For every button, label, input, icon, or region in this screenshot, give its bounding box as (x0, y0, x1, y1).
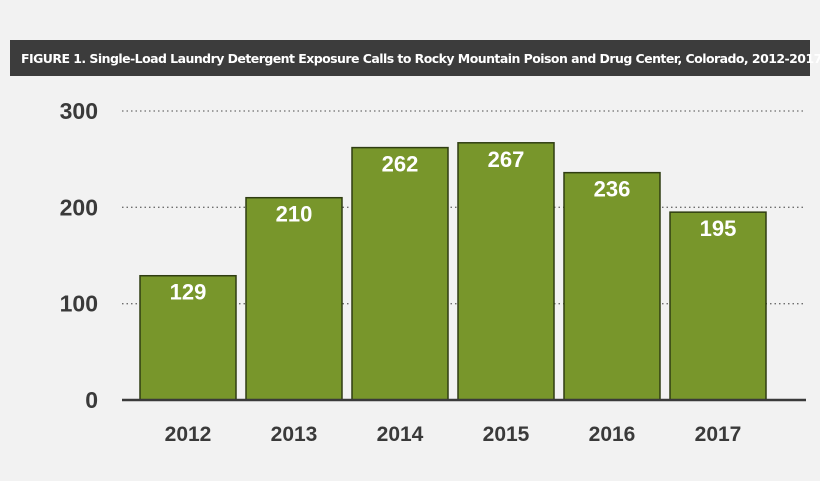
x-tick-label-2013: 2013 (271, 423, 318, 446)
bar-value-label-2017: 195 (700, 216, 737, 241)
x-tick-label-2015: 2015 (483, 423, 530, 446)
bar-2015 (457, 142, 555, 401)
bars (139, 142, 767, 401)
y-tick-label-300: 300 (60, 98, 98, 124)
x-tick-label-2012: 2012 (165, 423, 212, 446)
y-tick-label-0: 0 (85, 387, 98, 413)
bar-value-labels: 129 210 262 267 236 195 (170, 147, 737, 305)
bar-2014 (351, 146, 449, 401)
y-tick-label-100: 100 (60, 291, 98, 317)
x-tick-label-2016: 2016 (589, 423, 636, 446)
bar-2016 (563, 171, 661, 401)
x-tick-label-2017: 2017 (695, 423, 742, 446)
bar-value-label-2014: 262 (382, 152, 419, 177)
chart-title-bar: FIGURE 1. Single-Load Laundry Detergent … (10, 40, 820, 76)
bar-2012 (139, 274, 237, 401)
bar-value-label-2012: 129 (170, 280, 207, 305)
x-axis-ticks: 2012 2013 2014 2015 2016 2017 (165, 423, 742, 446)
y-axis-ticks: 0 100 200 300 (60, 98, 98, 413)
bar-2013 (245, 196, 343, 401)
y-tick-label-200: 200 (60, 194, 98, 220)
bar-value-label-2015: 267 (488, 147, 525, 172)
bar-value-label-2013: 210 (276, 202, 313, 227)
bar-2017 (669, 211, 767, 401)
bar-value-label-2016: 236 (594, 177, 631, 202)
x-tick-label-2014: 2014 (377, 423, 424, 446)
chart-title: FIGURE 1. Single-Load Laundry Detergent … (21, 50, 820, 66)
